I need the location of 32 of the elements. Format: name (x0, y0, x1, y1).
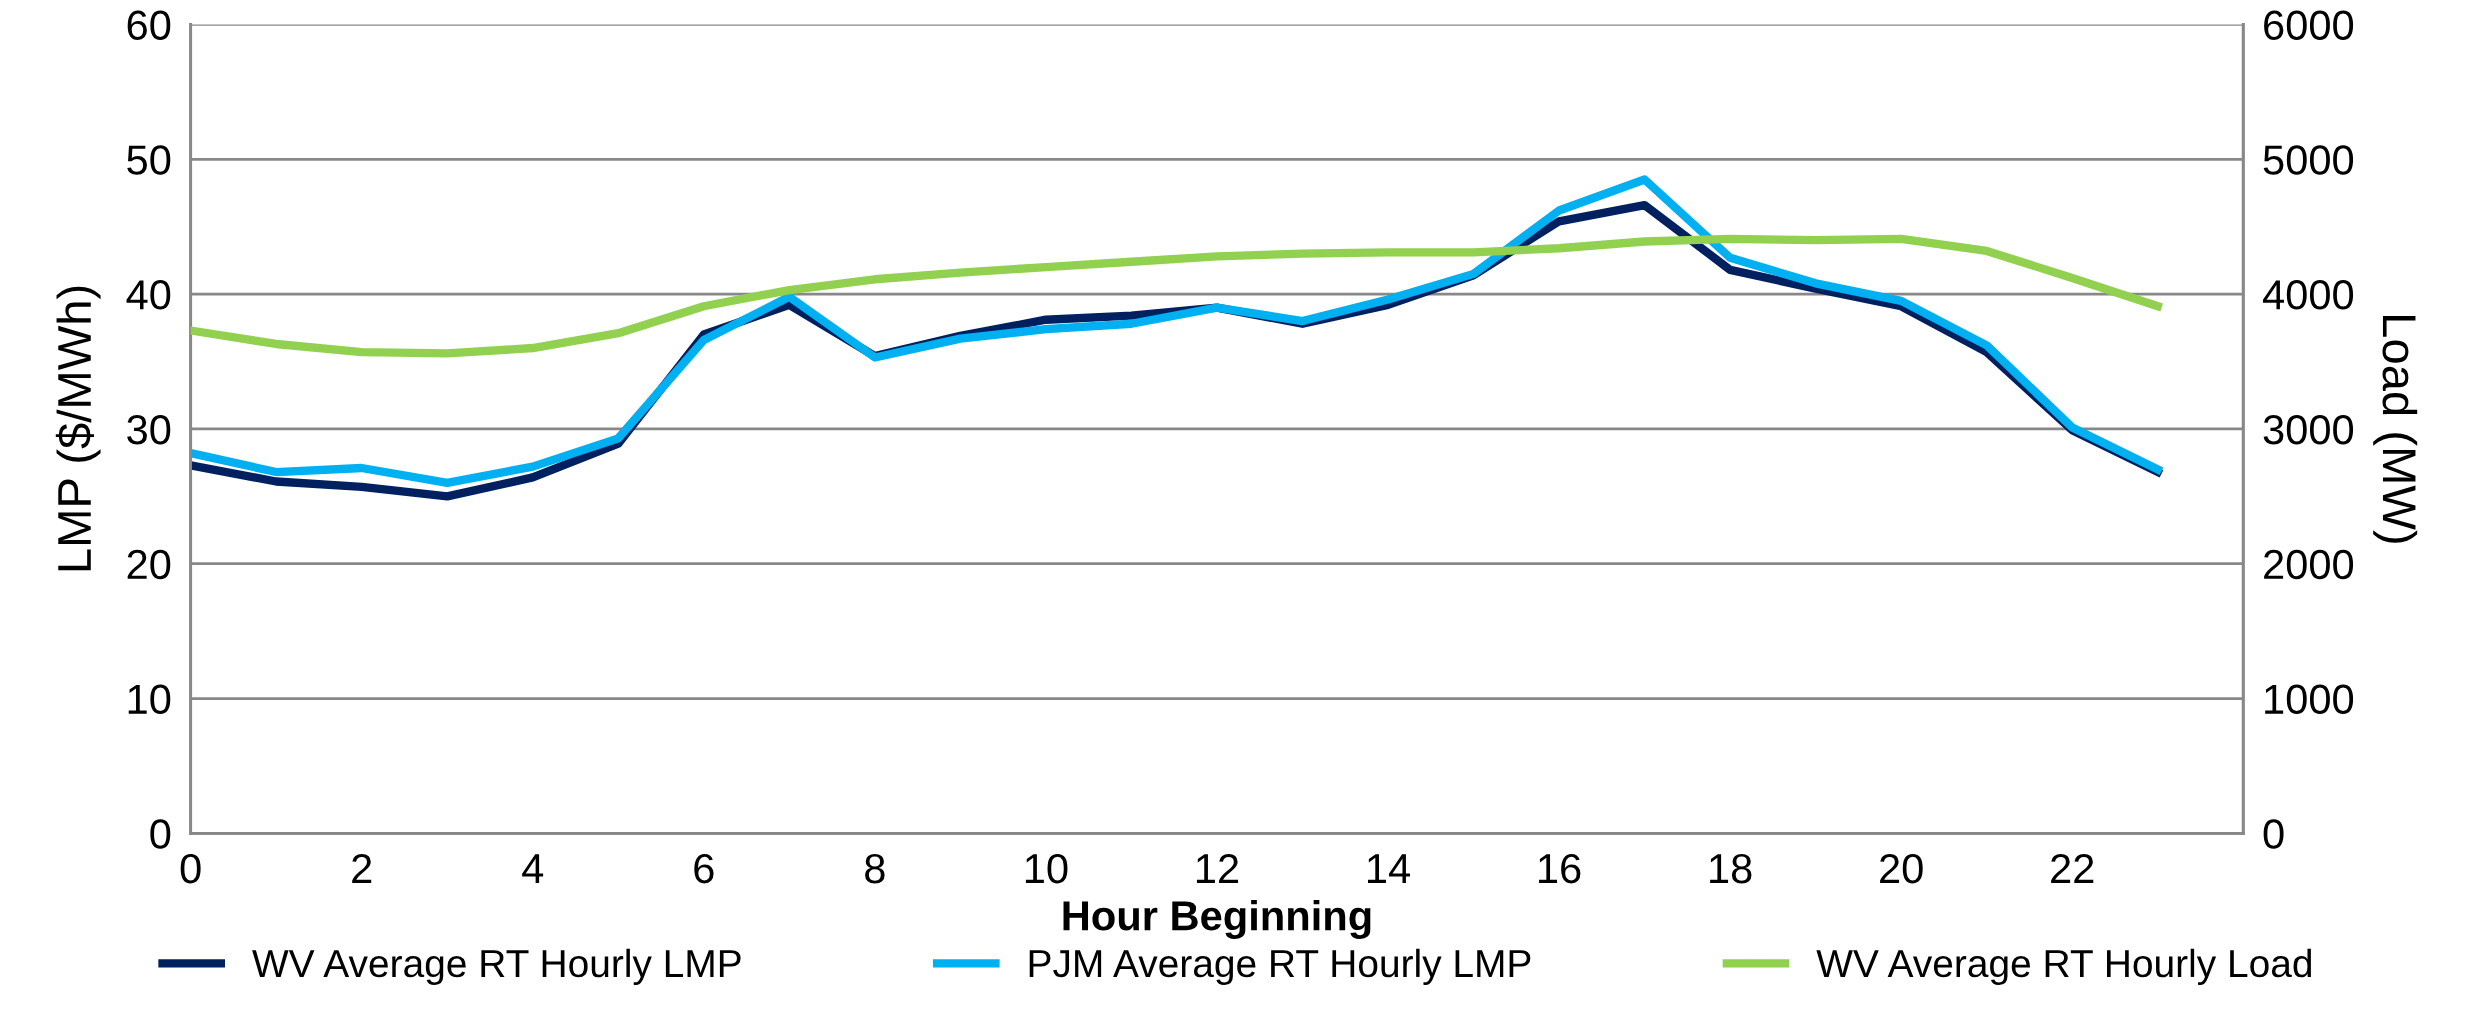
x-tick-label: 4 (522, 854, 544, 883)
y-tick-label: 20 (127, 549, 171, 580)
y2-tick-label: 3000 (2263, 414, 2354, 445)
x-tick-label: 12 (1196, 853, 1239, 883)
y-tick-label: 50 (127, 145, 171, 175)
x-tick-label: 8 (865, 853, 885, 884)
y-tick-label: 60 (127, 10, 171, 40)
x-tick-label: 20 (1880, 853, 1923, 884)
x-tick-label: 14 (1368, 854, 1410, 883)
y2-tick-label: 2000 (2264, 549, 2354, 580)
x-axis-title: Hour Beginning (1063, 899, 1371, 939)
legend-label: WV Average RT Hourly Load (1816, 948, 2311, 985)
y2-tick-label: 1000 (2265, 684, 2354, 715)
y-tick-label: 40 (126, 280, 171, 310)
x-tick-label: 18 (1710, 853, 1752, 884)
y-axis-title: LMP ($/MWh) (55, 286, 101, 571)
legend-label: WV Average RT Hourly LMP (252, 948, 741, 985)
x-tick-label: 6 (694, 853, 714, 884)
y2-tick-label: 5000 (2263, 145, 2354, 175)
y-tick-label: 10 (128, 684, 171, 715)
legend-label: PJM Average RT Hourly LMP (1029, 948, 1531, 985)
y2-tick-label: 4000 (2262, 280, 2354, 310)
x-tick-label: 0 (180, 853, 201, 884)
x-tick-label: 16 (1539, 853, 1581, 884)
x-tick-label: 2 (352, 853, 372, 883)
x-tick-label: 22 (2051, 853, 2094, 883)
y2-tick-label: 0 (2263, 819, 2284, 849)
x-tick-label: 10 (1025, 853, 1068, 884)
y-tick-label: 30 (127, 414, 171, 445)
y-tick-label: 0 (150, 819, 171, 849)
y2-tick-label: 6000 (2264, 10, 2354, 40)
y2-axis-title: Load (MW) (2373, 316, 2418, 543)
